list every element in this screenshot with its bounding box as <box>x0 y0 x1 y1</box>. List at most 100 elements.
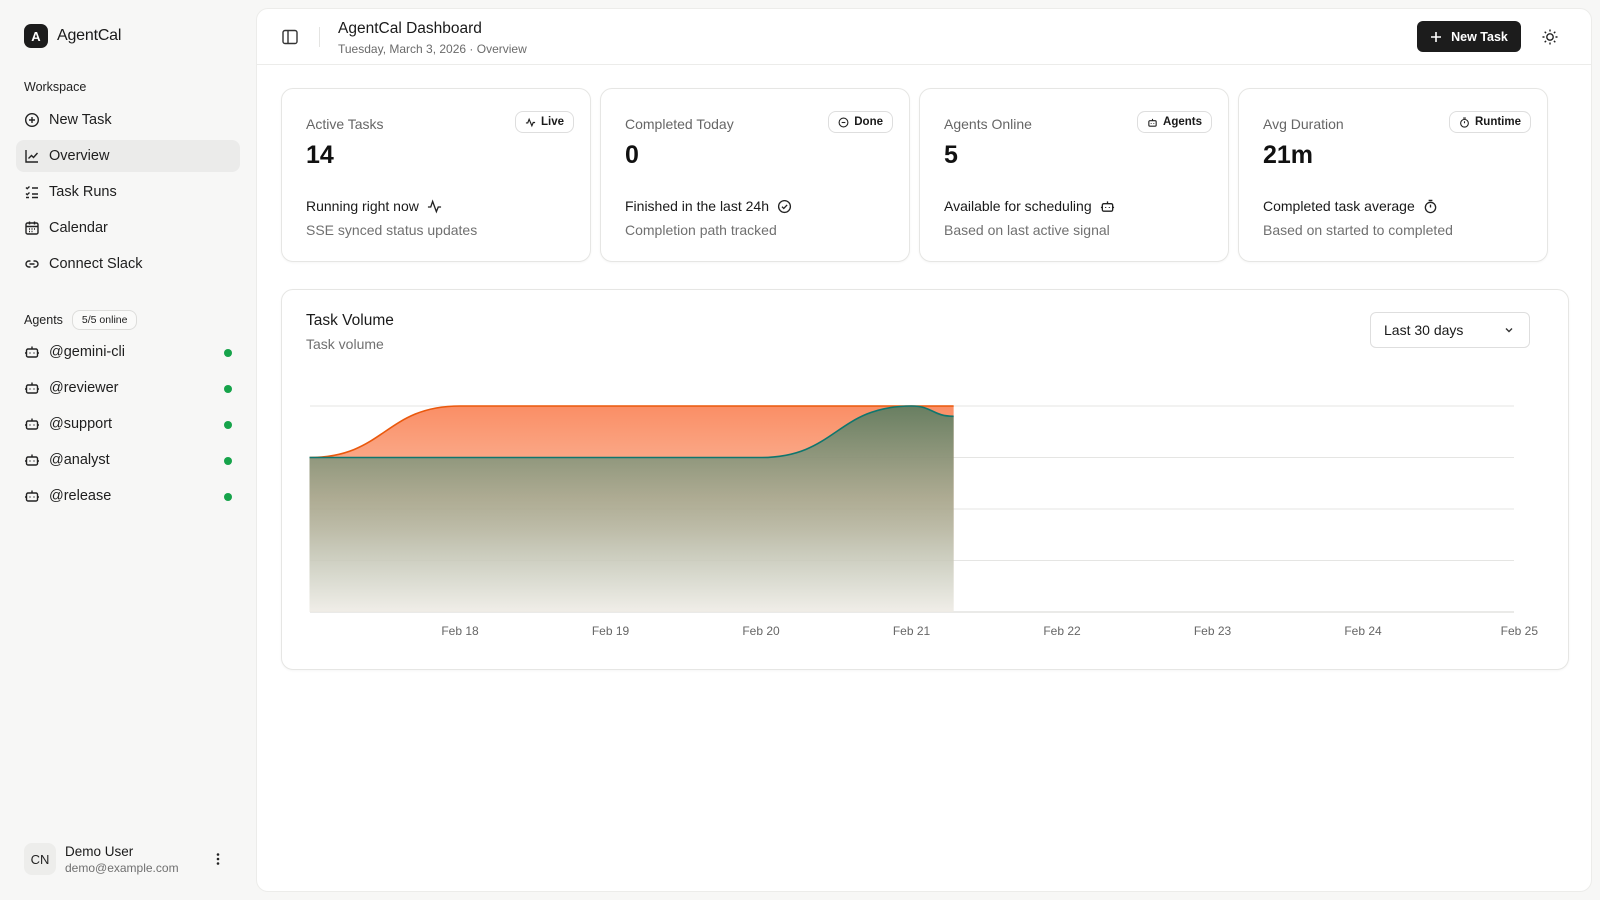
new-task-button[interactable]: New Task <box>1417 21 1521 52</box>
agents-online-badge: 5/5 online <box>71 310 138 330</box>
agent-name: @gemini-cli <box>49 344 125 360</box>
stat-footnote: Completion path tracked <box>625 222 777 238</box>
bot-icon <box>25 382 39 394</box>
link-icon <box>25 260 39 268</box>
stat-description: Finished in the last 24h <box>625 198 792 214</box>
agent-item-gemini-cli[interactable]: @gemini-cli <box>16 336 240 368</box>
date-range-select[interactable]: Last 30 days <box>1370 312 1530 348</box>
agent-item-analyst[interactable]: @analyst <box>16 444 240 476</box>
stat-card-agents-online: Agents Online Agents 5 Available for sch… <box>919 88 1229 262</box>
stat-description-label: Completed task average <box>1263 198 1415 214</box>
stat-value: 21m <box>1263 141 1314 169</box>
stat-description: Available for scheduling <box>944 198 1115 214</box>
bot-icon <box>1100 200 1114 212</box>
online-status-dot <box>224 349 232 357</box>
agent-item-support[interactable]: @support <box>16 408 240 440</box>
agent-name: @reviewer <box>49 380 119 396</box>
status-badge-label: Agents <box>1163 116 1202 128</box>
x-tick-label: Feb 23 <box>1194 624 1232 638</box>
more-vertical-icon[interactable] <box>210 851 226 867</box>
agent-item-release[interactable]: @release <box>16 480 240 512</box>
chevron-down-icon <box>1505 328 1513 333</box>
x-tick-label: Feb 22 <box>1043 624 1081 638</box>
user-name: Demo User <box>65 843 134 859</box>
status-badge-label: Runtime <box>1475 116 1521 128</box>
plus-circle-icon <box>24 112 40 128</box>
agent-name: @support <box>49 416 113 432</box>
stat-card-active-tasks: Active Tasks Live 14 Running right now S… <box>281 88 591 262</box>
activity-icon <box>427 198 441 213</box>
avatar: CN <box>24 843 56 875</box>
page-subtitle: Tuesday, March 3, 2026 · Overview <box>338 42 527 56</box>
status-badge-label: Done <box>854 116 883 128</box>
stat-footnote: Based on last active signal <box>944 222 1110 238</box>
status-badge: Done <box>828 111 893 133</box>
sidebar-toggle-icon[interactable] <box>281 28 299 46</box>
plus-icon <box>1431 31 1442 42</box>
stat-card-completed-today: Completed Today Done 0 Finished in the l… <box>600 88 910 262</box>
stat-description-label: Running right now <box>306 198 419 214</box>
stat-description-label: Available for scheduling <box>944 198 1092 214</box>
timer-icon <box>1424 199 1437 213</box>
online-status-dot <box>224 385 232 393</box>
online-status-dot <box>224 421 232 429</box>
status-badge: Agents <box>1137 111 1212 133</box>
sun-icon[interactable] <box>1541 28 1559 46</box>
x-tick-label: Feb 25 <box>1501 624 1539 638</box>
status-badge-label: Live <box>540 116 564 128</box>
stat-value: 0 <box>625 141 639 169</box>
stat-description: Completed task average <box>1263 198 1438 214</box>
stat-card-avg-duration: Avg Duration Runtime 21m Completed task … <box>1238 88 1548 262</box>
main-panel: AgentCal Dashboard Tuesday, March 3, 202… <box>256 8 1592 892</box>
agents-section-label: Agents <box>24 313 63 327</box>
agent-item-reviewer[interactable]: @reviewer <box>16 372 240 404</box>
sidebar-item-label: Overview <box>49 148 110 164</box>
activity-icon <box>525 117 536 127</box>
user-info: Demo User demo@example.com <box>65 844 179 875</box>
check-circle-icon <box>777 199 792 213</box>
chart-icon <box>25 150 39 163</box>
stat-title: Active Tasks <box>306 116 384 132</box>
bot-icon <box>25 418 39 430</box>
sidebar-item-overview[interactable]: Overview <box>16 140 240 172</box>
sidebar-item-label: New Task <box>49 112 112 128</box>
sidebar-item-new-task[interactable]: New Task <box>16 104 240 136</box>
sidebar-item-label: Calendar <box>49 220 108 236</box>
agent-name: @analyst <box>49 452 110 468</box>
status-badge: Live <box>514 111 574 133</box>
sidebar-item-connect-slack[interactable]: Connect Slack <box>16 248 240 280</box>
brand[interactable]: A AgentCal <box>24 24 121 48</box>
x-tick-label: Feb 21 <box>893 624 931 638</box>
stat-footnote: SSE synced status updates <box>306 222 478 238</box>
app-logo: A <box>24 24 48 48</box>
timer-icon <box>1460 117 1469 128</box>
chart-subtitle: Task volume <box>306 336 384 352</box>
sidebar-item-calendar[interactable]: Calendar <box>16 212 240 244</box>
series-line-1 <box>309 405 954 459</box>
user-menu[interactable]: CN Demo User demo@example.com <box>24 843 234 875</box>
chart-title: Task Volume <box>306 312 394 329</box>
stat-title: Avg Duration <box>1263 116 1344 132</box>
bot-icon <box>25 490 39 502</box>
calendar-icon <box>25 221 39 235</box>
user-email: demo@example.com <box>65 860 179 875</box>
list-checks-icon <box>25 185 38 199</box>
task-volume-chart: Feb 18 Feb 19 Feb 20 Feb 21 Feb 22 Feb 23 Feb … <box>309 405 1539 638</box>
app-name: AgentCal <box>57 27 122 44</box>
agents-section-header: Agents 5/5 online <box>24 310 138 330</box>
bot-icon <box>25 346 39 358</box>
bot-icon <box>25 454 39 466</box>
x-tick-label: Feb 24 <box>1344 624 1382 638</box>
stat-value: 14 <box>306 141 334 169</box>
stat-title: Completed Today <box>625 116 734 132</box>
sidebar-item-task-runs[interactable]: Task Runs <box>16 176 240 208</box>
top-bar: AgentCal Dashboard Tuesday, March 3, 202… <box>257 9 1591 65</box>
workspace-nav: New Task Overview Task Runs Calendar Con… <box>16 104 240 284</box>
page-title: AgentCal Dashboard <box>338 20 482 37</box>
stat-value: 5 <box>944 141 958 169</box>
stat-description-label: Finished in the last 24h <box>625 198 769 214</box>
x-tick-label: Feb 19 <box>592 624 630 638</box>
status-badge: Runtime <box>1449 111 1531 133</box>
agents-list: @gemini-cli @reviewer @support @analyst … <box>16 336 240 516</box>
stat-footnote: Based on started to completed <box>1263 222 1453 238</box>
